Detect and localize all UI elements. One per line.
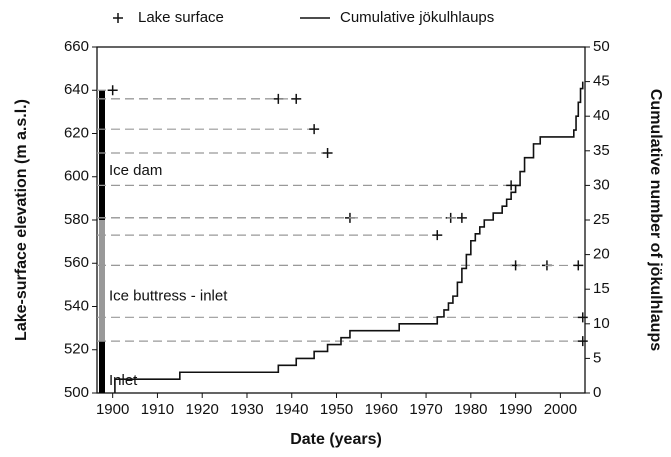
y2-tick-label: 40 <box>593 107 610 124</box>
region-bar <box>99 341 105 393</box>
cumulative-line <box>114 81 584 393</box>
x-tick-label: 1910 <box>141 401 174 418</box>
lake-point <box>506 180 517 191</box>
y2-tick-label: 15 <box>593 280 610 297</box>
region-label: Ice buttress - inlet <box>109 288 228 305</box>
y-tick-label: 600 <box>64 168 89 185</box>
x-tick-label: 1960 <box>365 401 398 418</box>
x-tick-label: 1900 <box>96 401 129 418</box>
lake-point <box>309 124 320 135</box>
y2-tick-label: 30 <box>593 176 610 193</box>
lake-point <box>577 312 588 323</box>
lake-point <box>107 85 118 96</box>
lake-point <box>322 147 333 158</box>
y2-tick-label: 5 <box>593 349 601 366</box>
y-tick-label: 620 <box>64 124 89 141</box>
y-tick-label: 640 <box>64 81 89 98</box>
x-tick-label: 1920 <box>186 401 219 418</box>
y2-axis-label: Cumulative number of jökulhlaups <box>647 89 664 351</box>
y2-tick-label: 0 <box>593 384 601 401</box>
x-tick-label: 1970 <box>409 401 442 418</box>
lake-point <box>432 230 443 241</box>
legend-label: Cumulative jökulhlaups <box>340 9 494 26</box>
y2-tick-label: 10 <box>593 315 610 332</box>
x-tick-label: 1950 <box>320 401 353 418</box>
y2-tick-label: 20 <box>593 246 610 263</box>
x-tick-label: 1940 <box>275 401 308 418</box>
y2-tick-label: 45 <box>593 73 610 90</box>
lake-point <box>577 336 588 347</box>
y2-tick-label: 35 <box>593 142 610 159</box>
y-tick-label: 520 <box>64 341 89 358</box>
y-tick-label: 560 <box>64 254 89 271</box>
x-tick-label: 1980 <box>454 401 487 418</box>
region-label: Inlet <box>109 372 138 389</box>
lake-point <box>573 260 584 271</box>
x-axis-label: Date (years) <box>290 431 382 448</box>
legend-label: Lake surface <box>138 9 224 26</box>
y-tick-label: 580 <box>64 211 89 228</box>
region-bar <box>99 220 105 342</box>
legend-marker <box>113 13 123 23</box>
y2-tick-label: 50 <box>593 38 610 55</box>
y-axis-label: Lake-surface elevation (m a.s.l.) <box>13 99 30 341</box>
y-tick-label: 500 <box>64 384 89 401</box>
lake-point <box>291 93 302 104</box>
x-tick-label: 1930 <box>230 401 263 418</box>
y-tick-label: 540 <box>64 297 89 314</box>
x-tick-label: 2000 <box>544 401 577 418</box>
region-bar <box>99 90 105 220</box>
x-tick-label: 1990 <box>499 401 532 418</box>
lake-point <box>456 212 467 223</box>
y2-tick-label: 25 <box>593 211 610 228</box>
region-label: Ice dam <box>109 162 162 179</box>
y-tick-label: 660 <box>64 38 89 55</box>
